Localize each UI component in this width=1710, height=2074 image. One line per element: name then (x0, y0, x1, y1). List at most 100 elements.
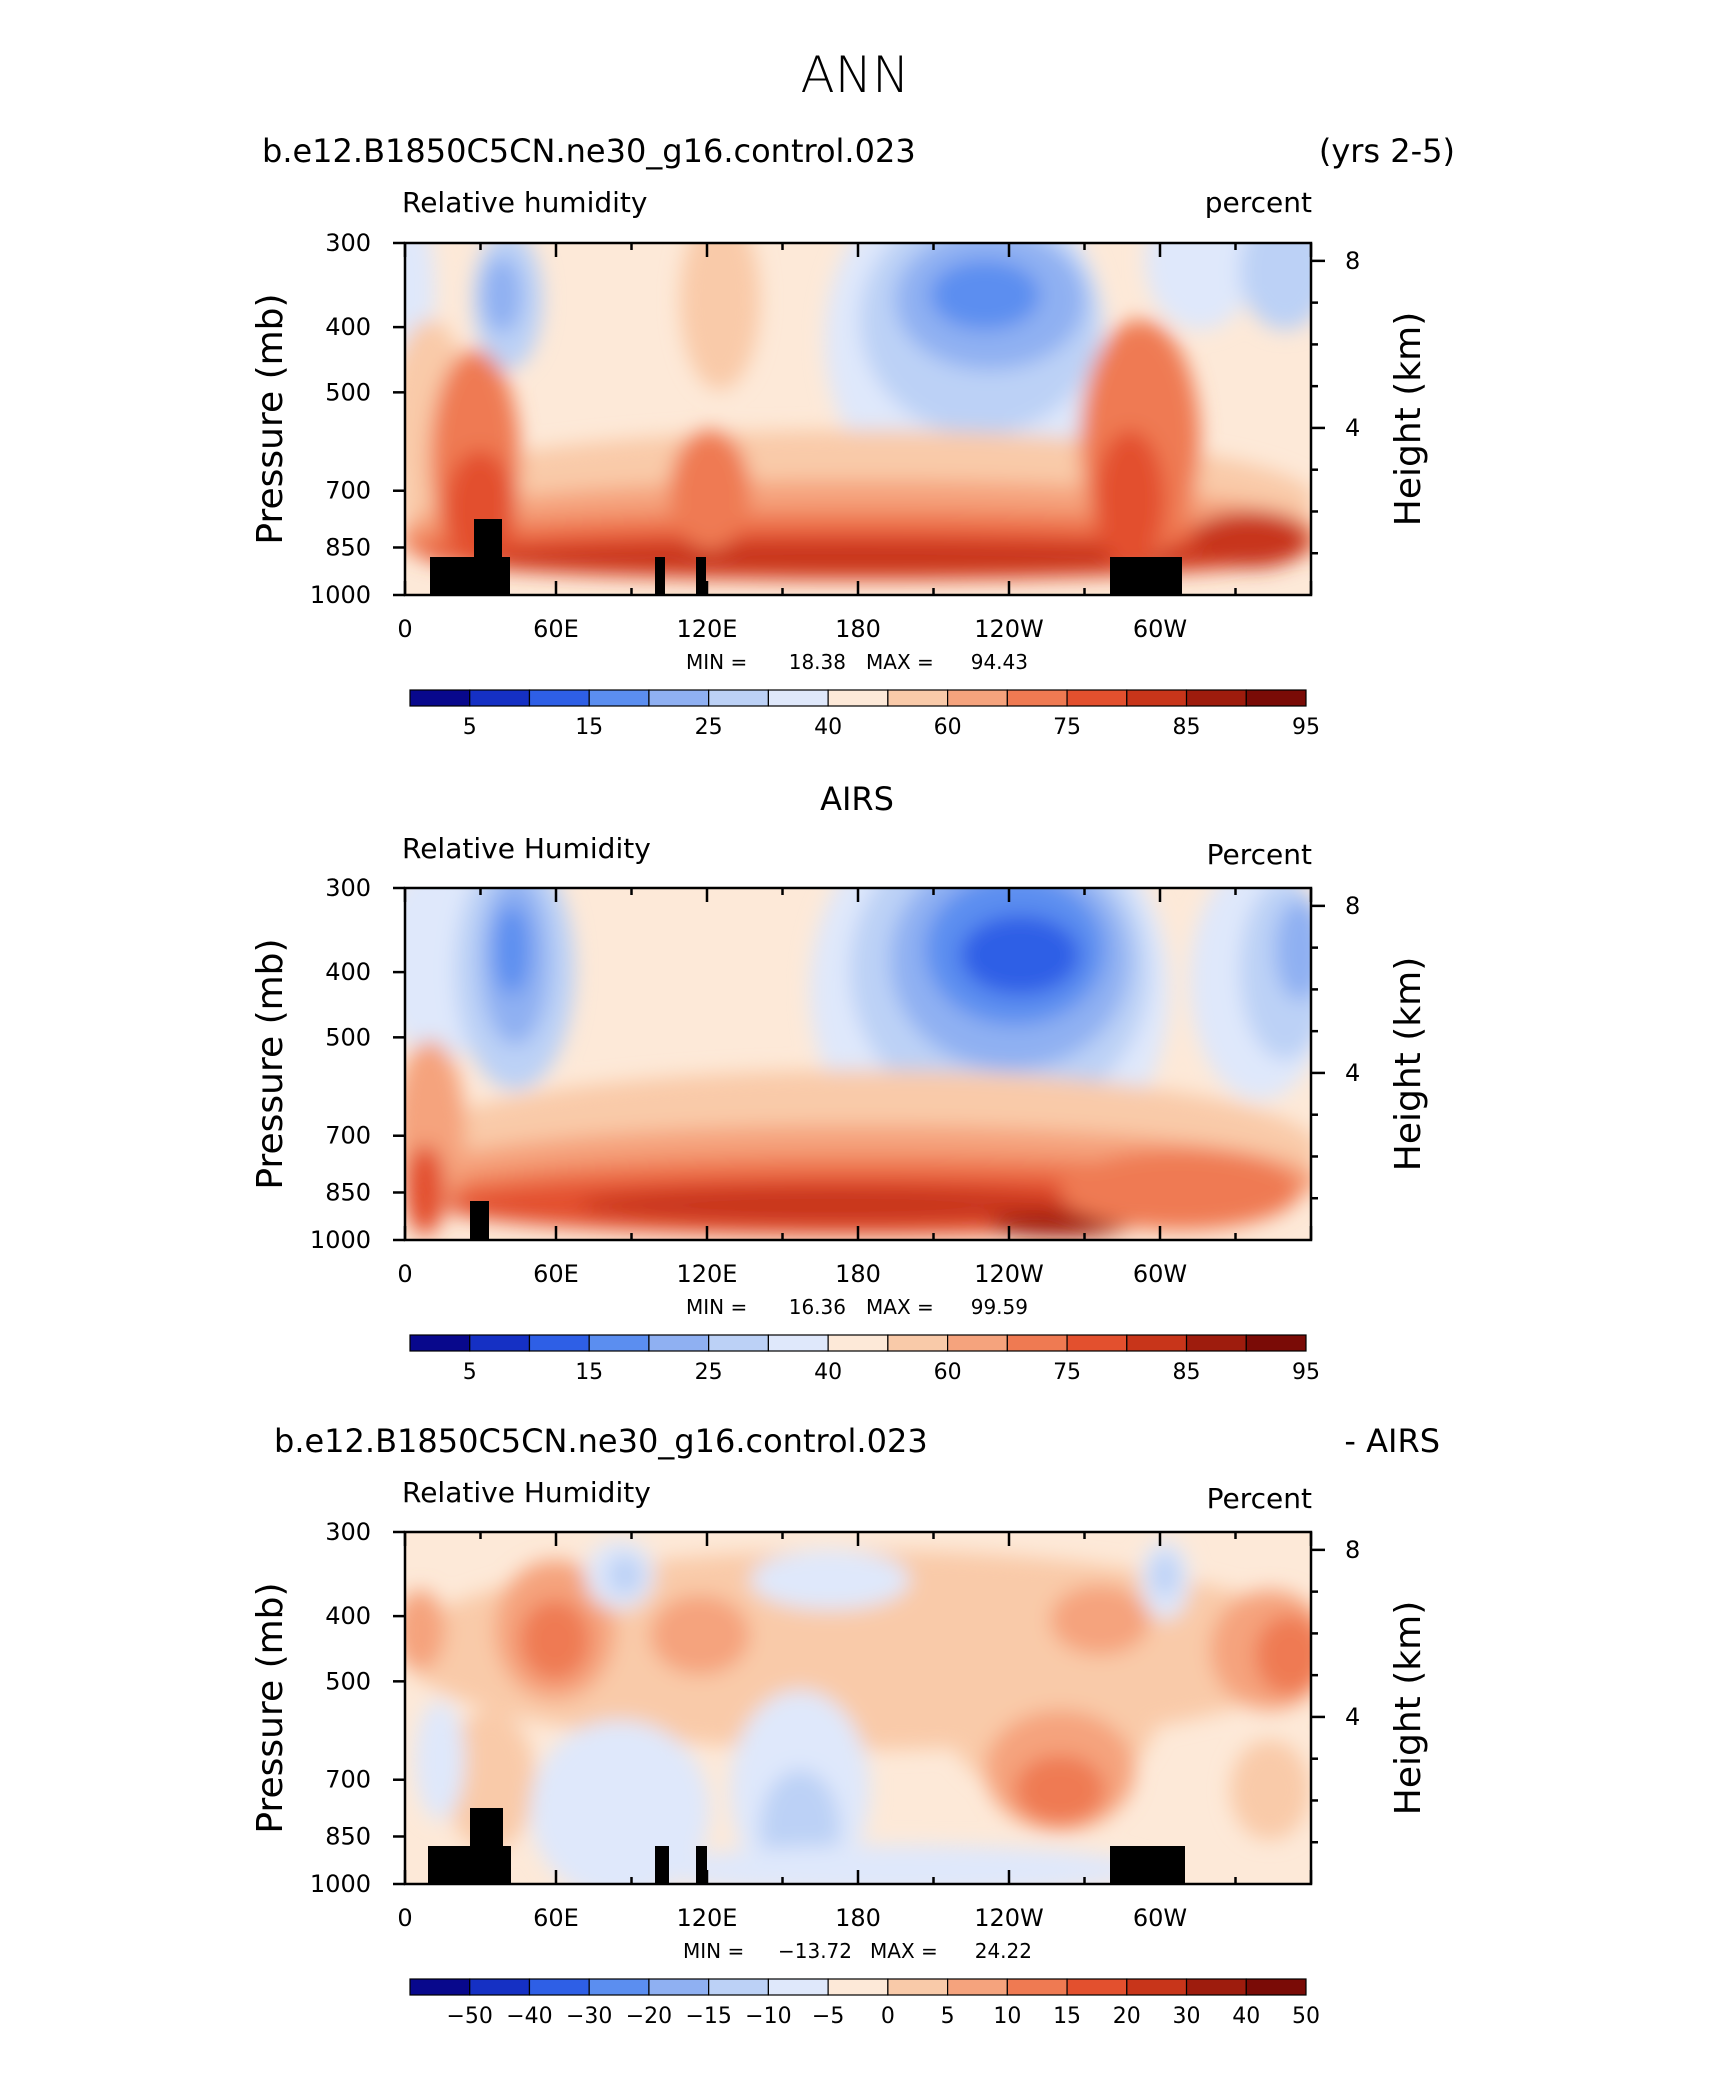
colorbar-swatch (1126, 689, 1188, 707)
x-tick-label: 60W (1133, 615, 1187, 643)
y-axis-title: Pressure (mb) (250, 293, 291, 544)
colorbar-label: 5 (463, 1360, 477, 1385)
colorbar: 5 15 25 40 60 75 85 95 (409, 689, 1320, 740)
colorbar-swatch (588, 1978, 650, 1996)
panel-observations: AIRS Relative Humidity Percent (250, 780, 1429, 1385)
x-tick-label: 120W (974, 615, 1044, 643)
x-tick-label: 60E (533, 615, 579, 643)
x-tick-label: 0 (397, 615, 412, 643)
colorbar-label: −50 (447, 2004, 493, 2029)
colorbar-swatch (469, 689, 531, 707)
colorbar-label: −30 (566, 2004, 612, 2029)
x-tick-label: 0 (397, 1904, 412, 1932)
colorbar-label: 0 (881, 2004, 895, 2029)
y-axis-title: Pressure (mb) (250, 938, 291, 1189)
colorbar-swatch (469, 1978, 531, 1996)
colorbar-label: 15 (1053, 2004, 1081, 2029)
colorbar-swatch (887, 689, 949, 707)
colorbar-swatch (827, 1334, 889, 1352)
colorbar-label: −5 (812, 2004, 844, 2029)
y-tick-label: 1000 (310, 1870, 371, 1898)
land-mask (428, 1808, 1185, 1884)
colorbar-swatch (827, 689, 889, 707)
y-axis: 300 400 500 700 850 1000 (310, 874, 405, 1254)
x-axis: 0 60E 120E 180 120W 60W (397, 243, 1313, 643)
y2-tick-label: 4 (1345, 1703, 1360, 1731)
colorbar-label: −20 (626, 2004, 672, 2029)
y2-axis: 48 (1311, 892, 1360, 1200)
colorbar-label: 10 (993, 2004, 1021, 2029)
y-tick-label: 500 (325, 1667, 371, 1695)
colorbar-label: −15 (685, 2004, 731, 2029)
colorbar-swatch (469, 1334, 531, 1352)
variable-label: Relative Humidity (402, 1476, 651, 1509)
colorbar-swatch (708, 1334, 770, 1352)
min-value: 18.38 (789, 650, 846, 674)
colorbar-label: 85 (1173, 1360, 1201, 1385)
y2-axis: 48 (1311, 1536, 1360, 1844)
colorbar-label: 40 (1232, 2004, 1260, 2029)
x-tick-label: 120E (677, 1904, 738, 1932)
min-max-readout: MIN = 18.38 MAX = 94.43 (686, 650, 1028, 674)
y2-axis-title: Height (km) (1388, 957, 1429, 1171)
y-tick-label: 300 (325, 874, 371, 902)
units-label: percent (1205, 186, 1312, 219)
x-tick-label: 60W (1133, 1904, 1187, 1932)
y-tick-label: 400 (325, 313, 371, 341)
max-value: 94.43 (971, 650, 1028, 674)
y-tick-label: 1000 (310, 1226, 371, 1254)
colorbar-swatch (588, 689, 650, 707)
units-label: Percent (1207, 838, 1312, 871)
x-axis: 0 60E 120E 180 120W 60W (397, 888, 1313, 1288)
land-mask (470, 1201, 489, 1240)
min-label: MIN = (683, 1939, 744, 1963)
min-label: MIN = (686, 1295, 747, 1319)
colorbar-label: 75 (1053, 1360, 1081, 1385)
colorbar-swatch (1245, 1334, 1307, 1352)
colorbar-label: 60 (934, 715, 962, 740)
colorbar-label: 25 (695, 1360, 723, 1385)
colorbar-label: 95 (1292, 715, 1320, 740)
variable-label: Relative humidity (402, 186, 647, 219)
colorbar-label: 25 (695, 715, 723, 740)
panel-center-title: AIRS (820, 780, 894, 818)
x-tick-label: 120W (974, 1260, 1044, 1288)
y2-tick-label: 8 (1345, 1536, 1360, 1564)
colorbar-label: 40 (814, 1360, 842, 1385)
colorbar-swatch (1126, 1978, 1188, 1996)
y-tick-label: 1000 (310, 581, 371, 609)
colorbar-swatch (708, 1978, 770, 1996)
contour-field (405, 888, 1311, 1240)
panel-difference: b.e12.B1850C5CN.ne30_g16.control.023 - A… (250, 1422, 1440, 2029)
y-tick-label: 700 (325, 1122, 371, 1150)
colorbar-label: 60 (934, 1360, 962, 1385)
colorbar-label: 15 (575, 1360, 603, 1385)
x-tick-label: 180 (835, 1904, 881, 1932)
units-label: Percent (1207, 1482, 1312, 1515)
max-label: MAX = (870, 1939, 938, 1963)
colorbar-label: 50 (1292, 2004, 1320, 2029)
colorbar-label: 40 (814, 715, 842, 740)
y-axis: 300 400 500 700 850 1000 (310, 1518, 405, 1898)
x-tick-label: 60E (533, 1260, 579, 1288)
colorbar-swatch (1006, 689, 1068, 707)
colorbar-swatch (887, 1978, 949, 1996)
colorbar-label: 20 (1113, 2004, 1141, 2029)
max-label: MAX = (866, 1295, 934, 1319)
panel-right-title: - AIRS (1344, 1422, 1440, 1460)
y-tick-label: 850 (325, 1178, 371, 1206)
x-tick-label: 120E (677, 615, 738, 643)
colorbar-swatch (1185, 1334, 1247, 1352)
y2-tick-label: 8 (1345, 892, 1360, 920)
colorbar-swatch (767, 1978, 829, 1996)
y-tick-label: 500 (325, 378, 371, 406)
x-tick-label: 60E (533, 1904, 579, 1932)
y2-axis-title: Height (km) (1388, 312, 1429, 526)
contour-field (405, 243, 1311, 595)
land-mask (430, 519, 1182, 595)
y-axis: 300 400 500 700 850 1000 (310, 229, 405, 609)
x-tick-label: 120W (974, 1904, 1044, 1932)
colorbar-swatch (1066, 1334, 1128, 1352)
y2-axis: 48 (1311, 247, 1360, 555)
colorbar-swatch (409, 689, 471, 707)
